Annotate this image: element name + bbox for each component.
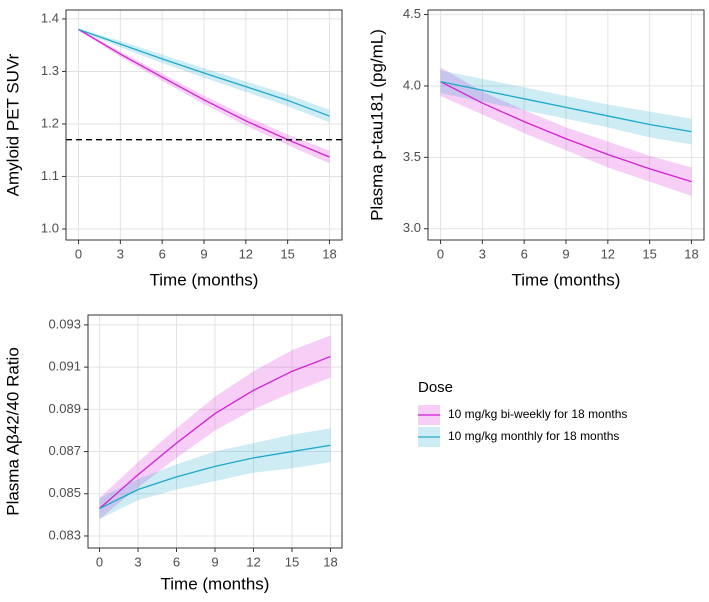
x-tick-label: 18 [323, 554, 337, 569]
y-tick-label: 1.4 [41, 10, 59, 25]
x-tick-label: 6 [159, 246, 166, 261]
x-tick-label: 0 [437, 246, 444, 261]
line [99, 444, 331, 510]
line [440, 81, 692, 183]
y-tick-label: 1.0 [41, 220, 59, 235]
x-tick-label: 6 [521, 246, 528, 261]
x-tick-label: 0 [75, 246, 82, 261]
x-tick-label: 0 [96, 554, 103, 569]
y-axis-label: Amyloid PET SUVr [3, 53, 22, 196]
legend-label: 10 mg/kg bi-weekly for 18 months [448, 407, 627, 421]
plot-border [65, 9, 343, 241]
x-tick-label: 12 [239, 246, 253, 261]
x-tick-label: 12 [246, 554, 260, 569]
plot-border [427, 9, 705, 241]
legend-label: 10 mg/kg monthly for 18 months [448, 429, 619, 443]
y-tick-label: 0.089 [48, 401, 81, 416]
confidence-band [99, 428, 331, 520]
x-tick-label: 3 [117, 246, 124, 261]
y-axis-label: Plasma Aβ42/40 Ratio [3, 347, 22, 516]
x-axis-label: Time (months) [150, 270, 259, 289]
y-tick-label: 3.0 [403, 220, 421, 235]
y-tick-label: 0.083 [48, 527, 81, 542]
x-axis-label: Time (months) [161, 574, 270, 593]
y-tick-label: 4.0 [403, 77, 421, 92]
x-tick-label: 3 [479, 246, 486, 261]
y-tick-label: 1.1 [41, 168, 59, 183]
y-axis-label: Plasma p-tau181 (pg/mL) [367, 29, 386, 221]
x-axis-label: Time (months) [512, 270, 621, 289]
x-tick-label: 18 [684, 246, 698, 261]
y-tick-label: 0.093 [48, 316, 81, 331]
y-tick-label: 1.3 [41, 63, 59, 78]
line [440, 81, 692, 133]
y-tick-label: 0.085 [48, 485, 81, 500]
y-tick-label: 0.087 [48, 443, 81, 458]
y-tick-label: 4.5 [403, 6, 421, 21]
y-tick-label: 1.2 [41, 115, 59, 130]
y-tick-label: 0.091 [48, 359, 81, 374]
plot-border [87, 314, 343, 549]
x-tick-label: 6 [173, 554, 180, 569]
line [78, 28, 330, 117]
confidence-band [440, 67, 692, 196]
x-tick-label: 12 [601, 246, 615, 261]
x-tick-label: 9 [562, 246, 569, 261]
x-tick-label: 9 [200, 246, 207, 261]
x-tick-label: 9 [211, 554, 218, 569]
legend-title: Dose [418, 379, 453, 396]
x-tick-label: 15 [285, 554, 299, 569]
x-tick-label: 15 [280, 246, 294, 261]
x-tick-label: 3 [134, 554, 141, 569]
x-tick-label: 15 [642, 246, 656, 261]
line [99, 355, 331, 510]
x-tick-label: 18 [322, 246, 336, 261]
y-tick-label: 3.5 [403, 149, 421, 164]
